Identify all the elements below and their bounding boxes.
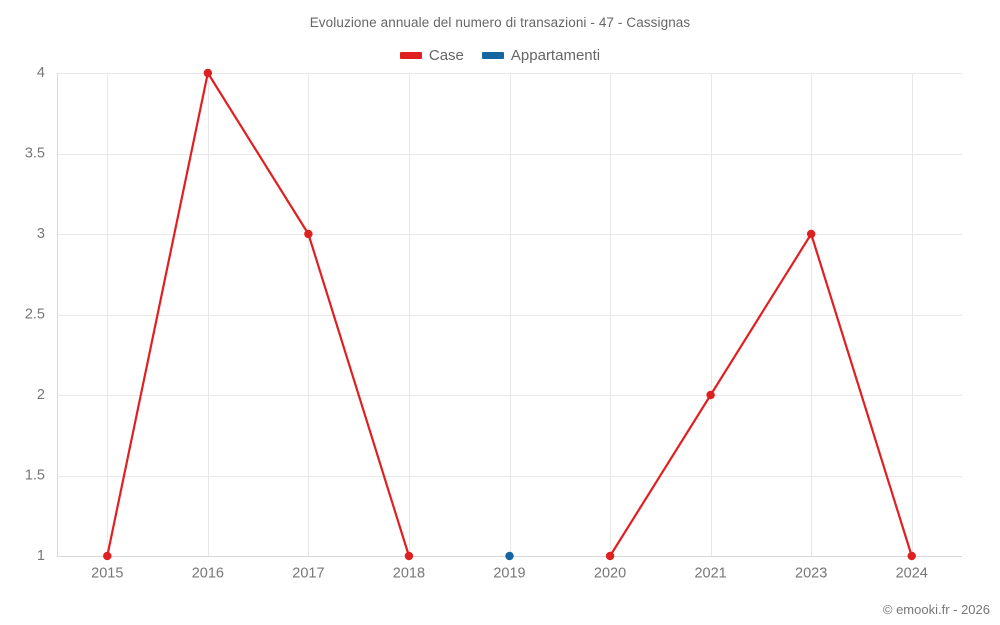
legend-item-case[interactable]: Case	[399, 46, 464, 64]
data-point-appartamenti-2019[interactable]	[505, 551, 514, 561]
x-axis-tick-label: 2021	[694, 566, 726, 582]
chart-legend: Case Appartamenti	[0, 44, 1000, 66]
y-axis-tick-label: 1	[37, 548, 45, 564]
legend-item-appartamenti[interactable]: Appartamenti	[481, 46, 601, 64]
copyright-credit: © emooki.fr - 2026	[882, 602, 990, 617]
x-axis-tick-label: 2015	[91, 566, 123, 582]
y-axis-tick-label: 3.5	[25, 146, 45, 162]
y-axis-tick-label: 4	[37, 65, 45, 81]
y-axis-tick-label: 2	[37, 387, 45, 403]
data-point-case-2017[interactable]	[304, 229, 313, 239]
data-point-case-2015[interactable]	[103, 551, 112, 561]
data-point-case-2024[interactable]	[907, 551, 916, 561]
y-axis-tick-label: 1.5	[25, 468, 45, 484]
data-point-case-2021[interactable]	[706, 390, 715, 400]
legend-swatch-case-icon	[399, 51, 422, 59]
legend-label-appartamenti: Appartamenti	[510, 46, 601, 64]
x-axis-tick-label: 2016	[192, 566, 224, 582]
data-point-case-2020[interactable]	[605, 551, 615, 561]
y-axis-tick-label: 3	[37, 226, 45, 242]
legend-swatch-appartamenti-icon	[481, 51, 504, 59]
x-axis-tick-label: 2020	[594, 566, 626, 582]
x-axis-tick-label: 2017	[292, 566, 324, 582]
data-point-case-2023[interactable]	[806, 229, 816, 239]
data-point-case-2016[interactable]	[203, 68, 213, 78]
series-line-case	[608, 232, 913, 558]
series-line-case	[106, 71, 411, 558]
y-axis-tick-label: 2.5	[25, 307, 45, 323]
x-axis-tick-label: 2018	[393, 566, 425, 582]
legend-label-case: Case	[428, 46, 464, 64]
chart-title: Evoluzione annuale del numero di transaz…	[309, 15, 691, 30]
x-axis-tick-label: 2023	[795, 566, 827, 582]
x-axis-tick-label: 2019	[493, 566, 525, 582]
data-point-case-2018[interactable]	[404, 551, 414, 561]
x-axis-tick-label: 2024	[896, 566, 928, 582]
